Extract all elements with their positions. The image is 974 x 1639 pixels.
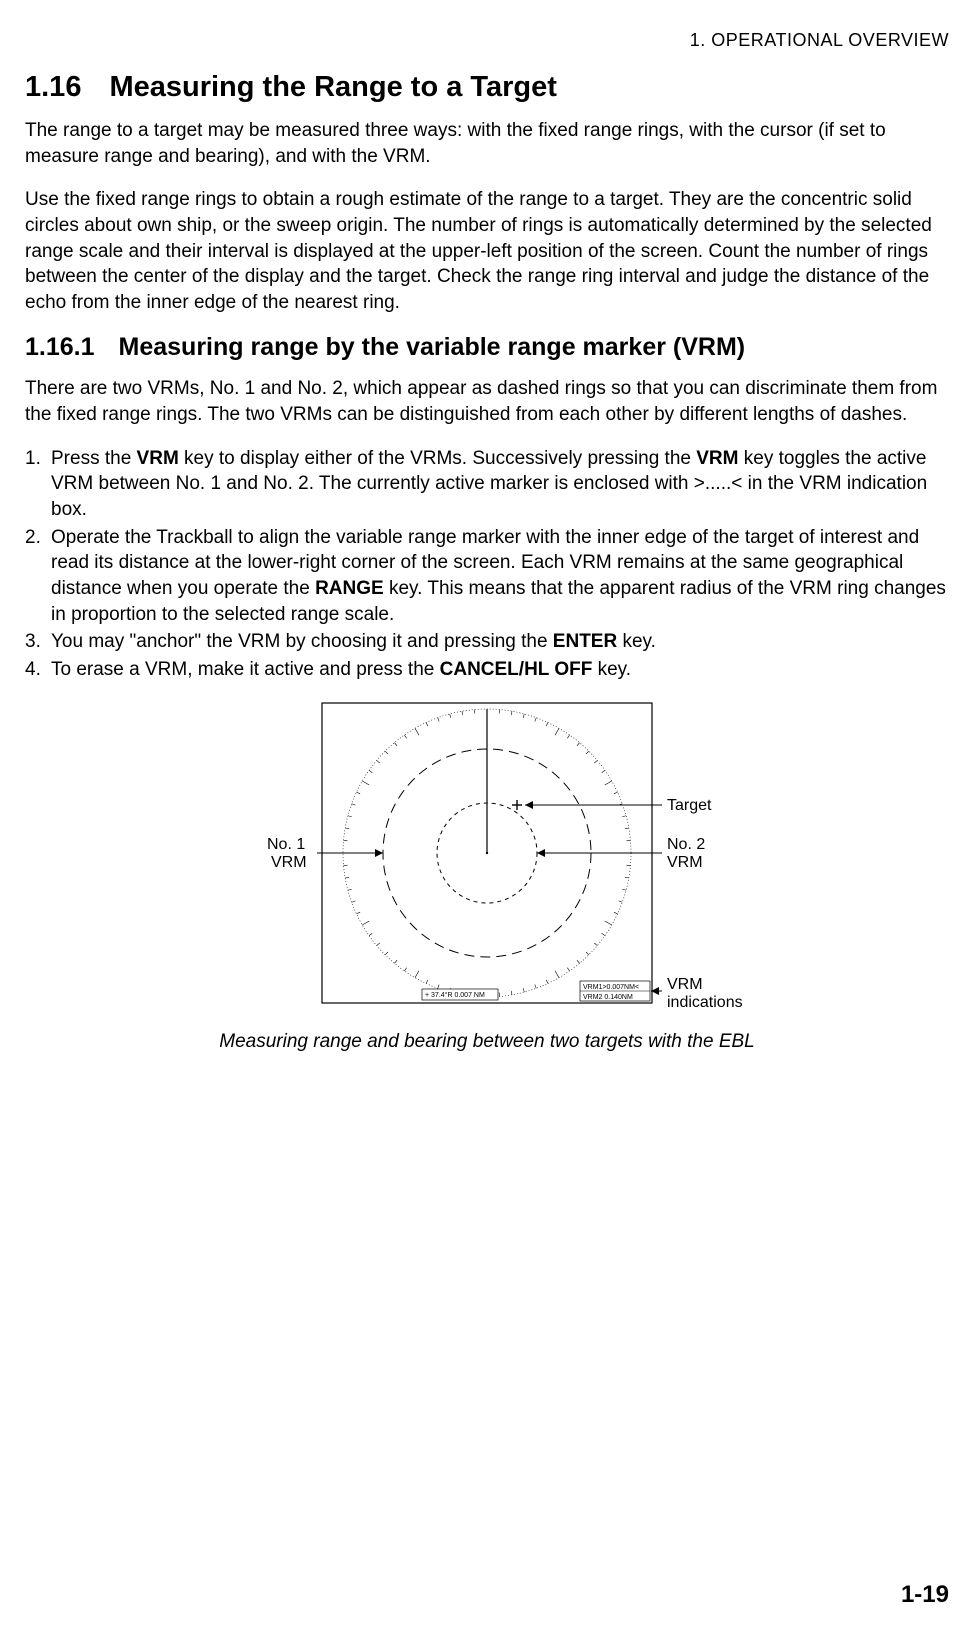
vrm1-readout: VRM1>0.007NM< (583, 984, 639, 991)
vrm-ind-label-l2: indications (667, 994, 743, 1011)
no2-vrm-label-l2: VRM (667, 854, 703, 871)
step-4: To erase a VRM, make it active and press… (25, 657, 949, 683)
no1-vrm-label-l2: VRM (271, 854, 307, 871)
section-para-2: Use the fixed range rings to obtain a ro… (25, 187, 949, 315)
subsection-intro: There are two VRMs, No. 1 and No. 2, whi… (25, 376, 949, 427)
step-1: Press the VRM key to display either of t… (25, 446, 949, 523)
subsection-number: 1.16.1 (25, 333, 95, 361)
step-2: Operate the Trackball to align the varia… (25, 525, 949, 628)
steps-list: Press the VRM key to display either of t… (25, 446, 949, 683)
section-title-text: Measuring the Range to a Target (109, 71, 556, 103)
page-number: 1-19 (901, 1581, 949, 1609)
step-3: You may "anchor" the VRM by choosing it … (25, 629, 949, 655)
center-point (486, 851, 488, 853)
target-label: Target (667, 797, 712, 814)
figure-caption: Measuring range and bearing between two … (25, 1031, 949, 1053)
section-number: 1.16 (25, 71, 81, 103)
bearing-readout-box: + 37.4°R 0.007 NM (422, 989, 498, 1000)
subsection-title: 1.16.1 Measuring range by the variable ra… (25, 333, 949, 362)
no1-vrm-label-l1: No. 1 (267, 836, 305, 853)
chapter-header: 1. OPERATIONAL OVERVIEW (25, 30, 949, 51)
vrm2-readout: VRM2 0.140NM (583, 994, 633, 1001)
vrm-diagram: + 37.4°R 0.007 NM VRM1>0.007NM< VRM2 0.1… (207, 693, 767, 1023)
section-title: 1.16 Measuring the Range to a Target (25, 71, 949, 104)
vrm-indications-callout: VRM indications (651, 976, 743, 1011)
subsection-title-text: Measuring range by the variable range ma… (119, 333, 746, 361)
figure: + 37.4°R 0.007 NM VRM1>0.007NM< VRM2 0.1… (25, 693, 949, 1053)
vrm-ind-label-l1: VRM (667, 976, 703, 993)
no2-vrm-label-l1: No. 2 (667, 836, 705, 853)
vrm-readout-box: VRM1>0.007NM< VRM2 0.140NM (580, 981, 650, 1001)
bearing-readout: + 37.4°R 0.007 NM (425, 991, 485, 999)
section-para-1: The range to a target may be measured th… (25, 118, 949, 169)
